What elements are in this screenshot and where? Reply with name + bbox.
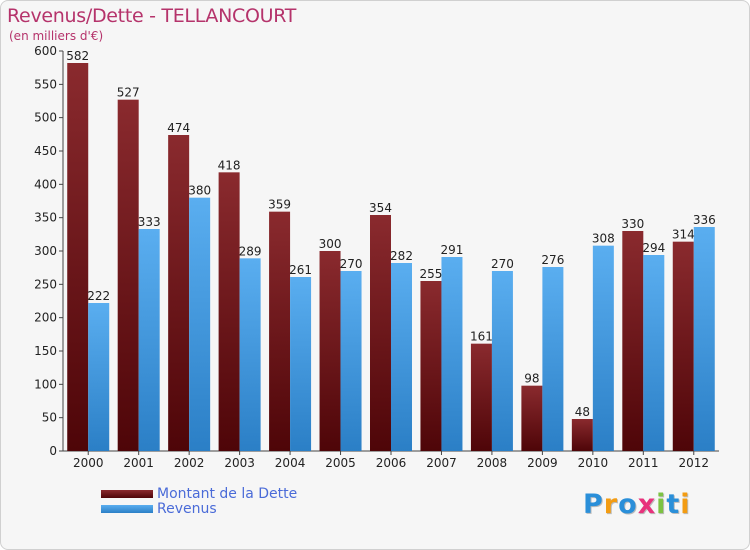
bar-revenue [290,277,312,451]
bar-revenue [340,271,362,451]
x-tick-label: 2007 [426,456,457,470]
bar-revenue [491,271,513,451]
legend-label-revenue: Revenus [157,501,217,517]
chart-title: Revenus/Dette - TELLANCOURT [7,5,297,27]
data-label-revenue: 276 [541,253,564,267]
bar-debt [420,281,442,451]
bar-revenue [643,255,665,451]
data-label-revenue: 270 [340,257,363,271]
legend-swatch-revenue [101,505,153,513]
logo-letter: o [618,489,638,520]
data-label-revenue: 282 [390,249,413,263]
bar-revenue [189,197,211,451]
x-tick-label: 2004 [275,456,306,470]
logo-letter: i [680,489,691,520]
y-tick-label: 200 [34,311,57,325]
data-label-revenue: 291 [441,243,464,257]
data-label-revenue: 261 [289,263,312,277]
data-label-debt: 300 [319,237,342,251]
proxiti-logo: Proxiti [583,489,691,520]
data-labels-group: 582 222 527 333 474 380 418 289 359 261 300 270 354 2… [66,49,715,419]
x-tick-label: 2006 [376,456,407,470]
data-label-debt: 314 [672,228,695,242]
x-tick-label: 2011 [628,456,659,470]
y-tick-label: 350 [34,211,57,225]
bar-debt [571,419,593,451]
x-tick-label: 2010 [578,456,609,470]
data-label-revenue: 289 [239,244,262,258]
data-label-revenue: 380 [188,184,211,198]
x-tick-label: 2001 [123,456,154,470]
bar-debt [470,343,492,451]
data-label-debt: 527 [117,86,140,100]
y-tick-label: 150 [34,344,57,358]
legend-swatch-debt [101,490,153,498]
x-tick-label: 2009 [527,456,558,470]
y-tick-label: 450 [34,144,57,158]
bar-revenue [542,267,564,451]
x-tick-label: 2002 [174,456,205,470]
bar-debt [168,135,190,451]
bar-debt [370,215,391,451]
logo-letter: t [666,489,681,520]
y-tick-label: 0 [49,444,57,458]
logo-letter: r [603,489,619,520]
bar-revenue [592,245,614,451]
bar-debt [521,385,543,451]
x-tick-label: 2003 [224,456,255,470]
logo-letter: i [656,489,667,520]
bar-revenue [441,257,463,451]
legend-label-debt: Montant de la Dette [157,486,298,502]
x-tick-label: 2005 [325,456,356,470]
logo-letter: x [637,489,657,520]
bar-revenue [693,227,715,451]
data-label-revenue: 308 [592,232,615,246]
bar-debt [319,251,341,451]
bar-debt [218,172,240,452]
bar-revenue [138,229,160,451]
y-tick-label: 250 [34,277,57,291]
data-label-debt: 330 [621,217,644,231]
x-tick-label: 2012 [678,456,709,470]
data-label-revenue: 270 [491,257,514,271]
data-label-debt: 418 [218,158,241,172]
data-label-debt: 474 [167,121,190,135]
data-label-debt: 161 [470,330,493,344]
data-label-debt: 48 [575,405,590,419]
data-label-debt: 359 [268,198,291,212]
data-label-debt: 255 [420,267,443,281]
data-label-revenue: 222 [87,289,110,303]
y-tick-label: 300 [34,244,57,258]
y-tick-label: 400 [34,177,57,191]
y-tick-label: 500 [34,111,57,125]
data-label-debt: 98 [524,372,539,386]
data-label-revenue: 333 [138,215,161,229]
bar-debt [117,99,139,452]
y-tick-label: 50 [42,411,57,425]
bar-revenue [391,263,412,451]
data-label-debt: 582 [66,49,89,63]
bar-revenue [88,303,110,451]
x-tick-label: 2008 [477,456,508,470]
bar-debt [67,63,89,451]
y-tick-label: 550 [34,77,57,91]
bar-debt [622,231,644,451]
chart-subtitle: (en milliers d'€) [9,29,104,43]
data-label-debt: 354 [369,201,392,215]
y-tick-label: 600 [34,44,57,58]
bars-group [67,63,715,452]
bar-revenue [239,258,261,451]
y-tick-label: 100 [34,377,57,391]
x-tick-label: 2000 [73,456,104,470]
data-label-revenue: 294 [642,241,665,255]
logo-letter: P [583,489,604,520]
bar-debt [269,211,291,451]
data-label-revenue: 336 [693,213,716,227]
bar-debt [672,241,694,451]
